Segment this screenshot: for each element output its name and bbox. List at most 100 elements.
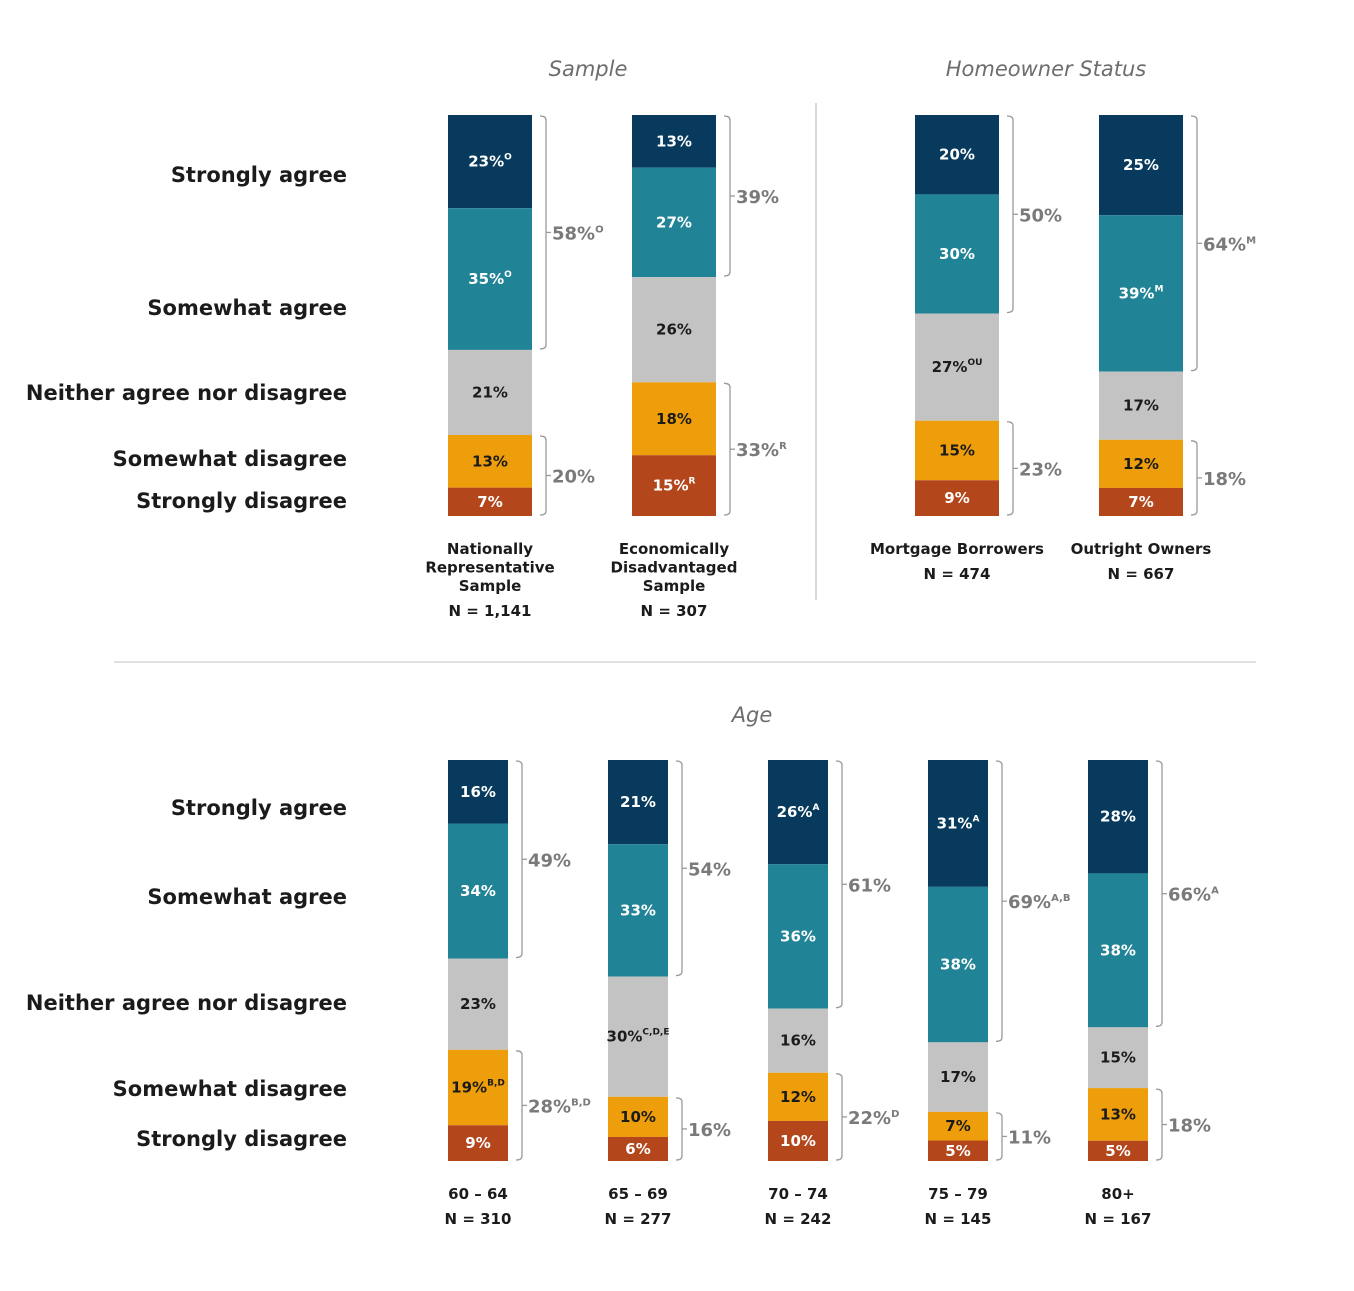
disagree-total-label: 20% <box>552 466 595 487</box>
data-label-strongly-disagree-value: 7% <box>477 493 502 511</box>
data-label-somewhat-agree-superscript: O <box>504 270 512 280</box>
bar-segment-strongly-disagree <box>448 1125 508 1161</box>
disagree-bracket <box>995 1112 1003 1161</box>
agree-bracket <box>539 115 547 350</box>
data-label-strongly-agree-superscript: A <box>972 814 979 824</box>
data-label-strongly-disagree: 15%R <box>653 477 696 495</box>
agree-total-label: 39% <box>736 187 779 208</box>
bar-segment-somewhat-disagree <box>448 434 532 488</box>
bar-segment-somewhat-disagree <box>1088 1088 1148 1141</box>
data-label-neither-agree-nor-disagree: 26% <box>656 321 692 339</box>
bar-segment-neither-agree-nor-disagree <box>448 958 508 1050</box>
disagree-total-label: 16% <box>688 1120 731 1141</box>
row-label-strongly-disagree: Strongly disagree <box>136 1127 347 1151</box>
bar-segment-strongly-disagree <box>928 1140 988 1161</box>
bar-segment-strongly-agree <box>915 115 999 195</box>
category-n-label: N = 277 <box>605 1210 672 1228</box>
data-label-somewhat-disagree-value: 12% <box>1123 455 1159 473</box>
category-label: Outright Owners <box>1071 540 1212 558</box>
disagree-total-label-value: 16% <box>688 1120 731 1141</box>
data-label-strongly-disagree-value: 5% <box>1105 1142 1130 1160</box>
agree-bracket <box>723 115 731 277</box>
data-label-neither-agree-nor-disagree-value: 16% <box>780 1032 816 1050</box>
data-label-neither-agree-nor-disagree: 17% <box>940 1068 976 1086</box>
bar-segment-neither-agree-nor-disagree <box>608 976 668 1097</box>
disagree-bracket <box>1006 421 1014 516</box>
data-label-strongly-agree-value: 20% <box>939 146 975 164</box>
bar-segment-neither-agree-nor-disagree <box>632 277 716 383</box>
data-label-strongly-agree: 26%A <box>777 803 820 821</box>
bar-segment-neither-agree-nor-disagree <box>1099 371 1183 440</box>
data-label-neither-agree-nor-disagree-value: 26% <box>656 321 692 339</box>
data-label-strongly-agree: 25% <box>1123 156 1159 174</box>
category-label: Nationally <box>447 540 533 558</box>
data-label-neither-agree-nor-disagree: 17% <box>1123 397 1159 415</box>
bar-segment-strongly-disagree <box>1099 487 1183 516</box>
data-label-somewhat-agree-value: 39% <box>1119 284 1155 302</box>
data-label-somewhat-agree: 34% <box>460 882 496 900</box>
data-label-strongly-agree-value: 16% <box>460 783 496 801</box>
bar-segment-strongly-disagree <box>768 1120 828 1161</box>
disagree-total-label: 22%D <box>848 1108 899 1129</box>
agree-total-label-value: 58% <box>552 223 595 244</box>
data-label-somewhat-agree: 33% <box>620 901 656 919</box>
disagree-bracket <box>675 1097 683 1161</box>
bar-segment-somewhat-agree <box>1099 215 1183 372</box>
disagree-total-label-value: 22% <box>848 1108 891 1129</box>
disagree-total-label: 11% <box>1008 1127 1051 1148</box>
data-label-strongly-agree: 20% <box>939 146 975 164</box>
bar-segment-somewhat-agree <box>608 844 668 977</box>
data-label-neither-agree-nor-disagree-value: 21% <box>472 383 508 401</box>
data-label-somewhat-disagree-value: 13% <box>1100 1105 1136 1123</box>
bar-segment-somewhat-disagree <box>632 382 716 456</box>
data-label-neither-agree-nor-disagree-value: 27% <box>932 358 968 376</box>
disagree-bracket <box>835 1073 843 1161</box>
group-title-homeowner-status: Homeowner Status <box>946 57 1147 81</box>
bar-segment-somewhat-agree <box>768 864 828 1009</box>
data-label-strongly-disagree-value: 15% <box>653 477 689 495</box>
data-label-strongly-disagree-value: 5% <box>945 1142 970 1160</box>
data-label-strongly-agree: 13% <box>656 132 692 150</box>
category-n-label: N = 307 <box>641 602 708 620</box>
data-label-strongly-disagree: 5% <box>1105 1142 1130 1160</box>
group-title-age: Age <box>730 703 773 727</box>
data-label-neither-agree-nor-disagree: 30%C,D,E <box>607 1028 670 1046</box>
category-label: Representative <box>425 559 554 577</box>
data-label-strongly-disagree: 9% <box>944 489 969 507</box>
data-label-somewhat-agree: 39%M <box>1119 284 1164 302</box>
data-label-neither-agree-nor-disagree: 21% <box>472 383 508 401</box>
agree-total-label: 69%A,B <box>1008 892 1070 913</box>
data-label-somewhat-agree-value: 38% <box>1100 941 1136 959</box>
bar-segment-strongly-agree <box>1099 115 1183 216</box>
data-label-strongly-disagree: 10% <box>780 1132 816 1150</box>
bar-segment-somewhat-disagree <box>1099 439 1183 488</box>
disagree-bracket <box>539 435 547 516</box>
data-label-neither-agree-nor-disagree: 27%OU <box>932 358 983 376</box>
data-label-somewhat-agree-value: 27% <box>656 213 692 231</box>
data-label-somewhat-disagree-value: 12% <box>780 1088 816 1106</box>
data-label-strongly-agree-value: 21% <box>620 793 656 811</box>
category-label: 75 – 79 <box>928 1185 988 1203</box>
disagree-total-label: 28%B,D <box>528 1096 591 1117</box>
row-label-strongly-agree: Strongly agree <box>171 796 347 820</box>
bar-segment-strongly-agree <box>768 760 828 865</box>
data-label-strongly-agree: 16% <box>460 783 496 801</box>
data-label-somewhat-disagree: 18% <box>656 410 692 428</box>
data-label-strongly-agree-value: 31% <box>937 814 973 832</box>
agree-total-label-superscript: A <box>1211 886 1219 897</box>
data-label-strongly-agree: 31%A <box>937 814 980 832</box>
data-label-somewhat-disagree: 13% <box>1100 1105 1136 1123</box>
bar-segment-somewhat-agree <box>915 194 999 314</box>
data-label-somewhat-agree: 35%O <box>468 270 512 288</box>
bar-segment-neither-agree-nor-disagree <box>928 1042 988 1112</box>
data-label-strongly-agree-value: 23% <box>468 153 504 171</box>
data-label-strongly-agree: 28% <box>1100 808 1136 826</box>
data-label-neither-agree-nor-disagree-value: 23% <box>460 995 496 1013</box>
agree-total-label: 64%M <box>1203 234 1256 255</box>
bar-segment-neither-agree-nor-disagree <box>768 1008 828 1073</box>
data-label-neither-agree-nor-disagree-superscript: C,D,E <box>642 1028 669 1038</box>
disagree-total-label-value: 23% <box>1019 459 1062 480</box>
data-label-somewhat-disagree-value: 7% <box>945 1117 970 1135</box>
data-label-strongly-agree-value: 13% <box>656 132 692 150</box>
